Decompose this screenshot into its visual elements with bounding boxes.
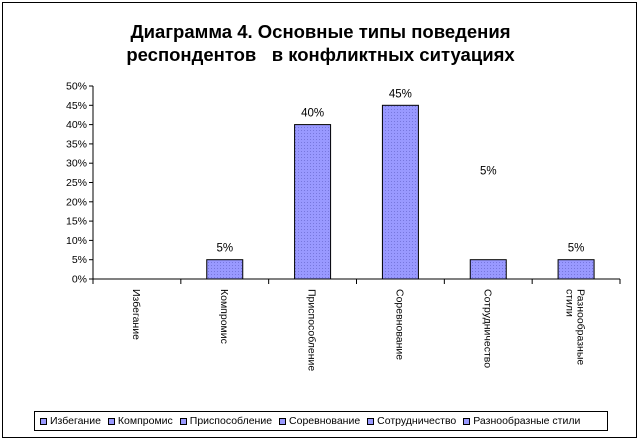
x-category-label-line: Сотрудничество (481, 289, 493, 368)
x-category-label-line: Разнообразные (575, 289, 587, 365)
bar-3 (294, 124, 332, 280)
legend-item: Компромис (107, 415, 173, 427)
y-tick-label: 20% (66, 196, 87, 208)
legend-swatch (367, 417, 375, 425)
y-tick-label: 30% (66, 158, 87, 170)
x-category-label-line: Компромис (218, 289, 230, 344)
x-category-label-line: Приспособление (306, 289, 318, 371)
chart-legend: Избегание Компромис Приспособление Соревнов… (34, 411, 608, 431)
chart-title: Диаграмма 4. Основные типы поведения рес… (0, 20, 641, 66)
legend-item: Избегание (40, 415, 101, 427)
y-tick-label: 15% (66, 216, 87, 228)
data-label: 5% (480, 166, 497, 178)
x-category-label: Сотрудничество (481, 289, 493, 368)
y-tick-label: 10% (66, 235, 87, 247)
x-category-label: Соревнование (393, 289, 405, 360)
y-tick-label: 5% (72, 254, 87, 266)
legend-item: Сотрудничество (367, 415, 456, 427)
bar-4 (381, 104, 419, 280)
legend-label: Избегание (50, 415, 101, 427)
bar-2 (206, 259, 244, 280)
x-category-label: Компромис (218, 289, 230, 344)
legend-swatch (40, 417, 47, 425)
y-tick-label: 50% (66, 81, 87, 93)
data-label: 5% (568, 243, 585, 255)
data-label: 45% (389, 88, 412, 100)
legend-label: Сотрудничество (377, 415, 457, 427)
bar-6 (557, 259, 595, 280)
legend-swatch (107, 417, 115, 425)
y-tick-label: 40% (66, 119, 87, 131)
legend-swatch (279, 417, 287, 425)
legend-item: Приспособление (179, 415, 273, 427)
y-tick-label: 0% (72, 274, 87, 286)
x-category-label-line: стили (564, 289, 576, 317)
legend-item: Разнообразные стили (463, 415, 580, 427)
x-category-label-line: Соревнование (393, 289, 405, 360)
legend-label: Соревнование (289, 415, 361, 427)
legend-item: Соревнование (279, 415, 360, 427)
data-label: 40% (301, 108, 324, 120)
x-category-label-line: Избегание (130, 289, 142, 340)
chart-title-line-1: Диаграмма 4. Основные типы поведения (130, 21, 511, 42)
legend-label: Разнообразные стили (473, 415, 581, 427)
legend-label: Компромис (117, 415, 173, 427)
y-tick-label: 35% (66, 138, 87, 150)
data-label: 5% (216, 243, 233, 255)
y-tick-label: 45% (66, 100, 87, 112)
x-category-label: Приспособление (306, 289, 318, 371)
bar-5 (469, 259, 507, 280)
legend-swatch (463, 417, 471, 425)
legend-swatch (179, 417, 187, 425)
legend-label: Приспособление (189, 415, 273, 427)
x-category-label: Избегание (130, 289, 142, 340)
chart-title-line-2: респондентов в конфликтных ситуациях (126, 44, 515, 65)
y-tick-label: 25% (66, 177, 87, 189)
